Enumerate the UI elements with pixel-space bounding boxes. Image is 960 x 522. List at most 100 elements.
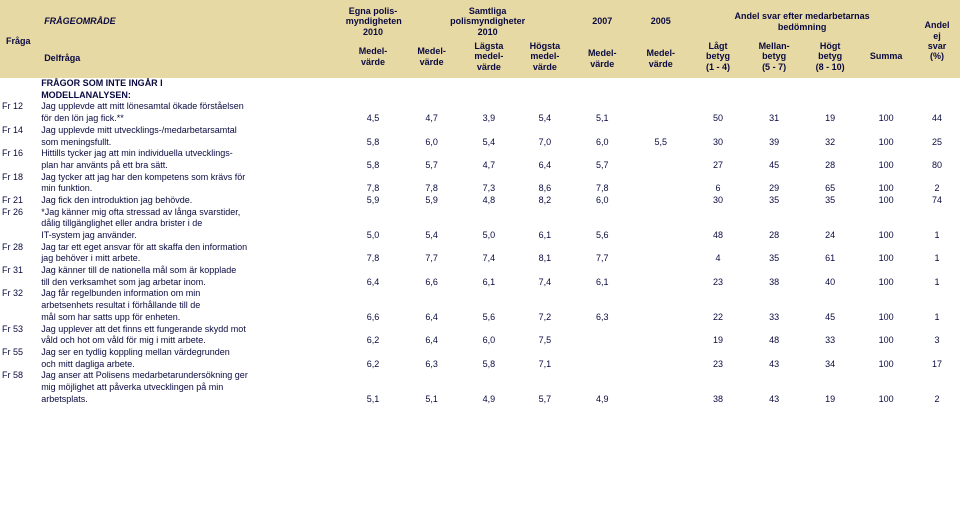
cell-value: 30 (690, 137, 746, 149)
cell-value: 100 (858, 394, 914, 406)
row-id: Fr 16 (0, 148, 38, 160)
row-desc: min funktion. (38, 183, 344, 195)
cell-value: 8,1 (517, 253, 573, 265)
row-id: Fr 32 (0, 288, 38, 300)
cell-value: 3 (914, 335, 960, 347)
cell-value: 5,7 (402, 160, 461, 172)
cell-value: 7,8 (344, 183, 403, 195)
table-row: plan har använts på ett bra sätt.5,85,74… (0, 160, 960, 172)
cell-value: 35 (802, 195, 858, 207)
table-row: Fr 58Jag anser att Polisens medarbetarun… (0, 370, 960, 382)
section-header: FRÅGOR SOM INTE INGÅR I (38, 78, 960, 90)
row-id (0, 160, 38, 172)
row-desc: dålig tillgänglighet eller andra brister… (38, 218, 344, 230)
row-id: Fr 31 (0, 265, 38, 277)
cell-value: 1 (914, 230, 960, 242)
cell-value: 5,9 (344, 195, 403, 207)
row-desc: och mitt dagliga arbete. (38, 359, 344, 371)
cell-value: 61 (802, 253, 858, 265)
cell-value: 25 (914, 137, 960, 149)
cell-value: 5,8 (344, 160, 403, 172)
cell-value: 100 (858, 113, 914, 125)
cell-value: 19 (690, 335, 746, 347)
row-desc: för den lön jag fick.** (38, 113, 344, 125)
hdr-summa: Summa (858, 39, 914, 78)
cell-value: 23 (690, 359, 746, 371)
row-desc: Jag upplevde mitt utvecklings-/medarbeta… (38, 125, 344, 137)
cell-value (631, 253, 690, 265)
row-desc: IT-system jag använder. (38, 230, 344, 242)
cell-value (631, 277, 690, 289)
cell-value: 5,4 (517, 113, 573, 125)
cell-value: 7,0 (517, 137, 573, 149)
cell-value (631, 359, 690, 371)
cell-value: 100 (858, 195, 914, 207)
cell-value: 7,2 (517, 312, 573, 324)
cell-value: 6,4 (517, 160, 573, 172)
row-desc: arbetsenhets resultat i förhållande till… (38, 300, 344, 312)
cell-value: 5,6 (461, 312, 517, 324)
row-desc: Jag tycker att jag har den kompetens som… (38, 172, 344, 184)
table-row: och mitt dagliga arbete.6,26,35,87,12343… (0, 359, 960, 371)
cell-value: 28 (746, 230, 802, 242)
table-row: Fr 55Jag ser en tydlig koppling mellan v… (0, 347, 960, 359)
row-desc: plan har använts på ett bra sätt. (38, 160, 344, 172)
cell-value: 4,5 (344, 113, 403, 125)
cell-value: 33 (746, 312, 802, 324)
cell-value: 100 (858, 277, 914, 289)
cell-value: 4,7 (402, 113, 461, 125)
cell-value: 4 (690, 253, 746, 265)
cell-value: 34 (802, 359, 858, 371)
cell-value: 24 (802, 230, 858, 242)
cell-value: 5,8 (461, 359, 517, 371)
cell-value: 6,0 (461, 335, 517, 347)
cell-value: 43 (746, 394, 802, 406)
table-row: IT-system jag använder.5,05,45,06,15,648… (0, 230, 960, 242)
cell-value: 2 (914, 394, 960, 406)
cell-value: 80 (914, 160, 960, 172)
row-desc: mig möjlighet att påverka utvecklingen p… (38, 382, 344, 394)
cell-value: 7,8 (402, 183, 461, 195)
cell-value: 5,0 (461, 230, 517, 242)
hdr-andel: Andel svar efter medarbetarnas bedömning (690, 0, 914, 39)
table-row: Fr 18Jag tycker att jag har den kompeten… (0, 172, 960, 184)
table-header: Fråga FRÅGEOMRÅDE Egna polis- myndighete… (0, 0, 960, 78)
cell-value: 6,6 (344, 312, 403, 324)
row-desc: Jag anser att Polisens medarbetarundersö… (38, 370, 344, 382)
cell-value: 28 (802, 160, 858, 172)
cell-value: 5,1 (402, 394, 461, 406)
row-desc: jag behöver i mitt arbete. (38, 253, 344, 265)
row-id (0, 218, 38, 230)
cell-value: 5,1 (344, 394, 403, 406)
row-id: Fr 26 (0, 207, 38, 219)
row-id (0, 277, 38, 289)
hdr-mellan: Mellan-betyg(5 - 7) (746, 39, 802, 78)
cell-value: 43 (746, 359, 802, 371)
cell-value: 5,1 (573, 113, 632, 125)
cell-value: 74 (914, 195, 960, 207)
table-row: jag behöver i mitt arbete.7,87,77,48,17,… (0, 253, 960, 265)
cell-value: 48 (690, 230, 746, 242)
cell-value: 5,9 (402, 195, 461, 207)
cell-value (631, 230, 690, 242)
cell-value: 17 (914, 359, 960, 371)
row-desc: våld och hot om våld för mig i mitt arbe… (38, 335, 344, 347)
row-id: Fr 58 (0, 370, 38, 382)
row-id: Fr 53 (0, 324, 38, 336)
cell-value: 48 (746, 335, 802, 347)
cell-value: 22 (690, 312, 746, 324)
row-id: Fr 14 (0, 125, 38, 137)
cell-value (631, 335, 690, 347)
cell-value: 4,7 (461, 160, 517, 172)
cell-value: 5,6 (573, 230, 632, 242)
hdr-2005: 2005 (631, 0, 690, 39)
table-row: Fr 14Jag upplevde mitt utvecklings-/meda… (0, 125, 960, 137)
cell-value: 31 (746, 113, 802, 125)
table-row: Fr 32Jag får regelbunden information om … (0, 288, 960, 300)
cell-value: 35 (746, 195, 802, 207)
hdr-fraga: Fråga (0, 0, 38, 78)
hdr-samtliga: Samtliga polismyndigheter 2010 (402, 0, 573, 39)
cell-value: 5,4 (402, 230, 461, 242)
row-id (0, 312, 38, 324)
cell-value: 6,4 (344, 277, 403, 289)
